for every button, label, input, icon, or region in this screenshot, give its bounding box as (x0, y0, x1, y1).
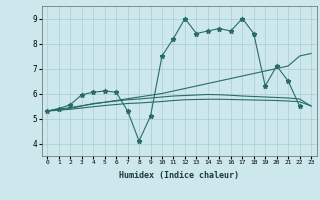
X-axis label: Humidex (Indice chaleur): Humidex (Indice chaleur) (119, 171, 239, 180)
